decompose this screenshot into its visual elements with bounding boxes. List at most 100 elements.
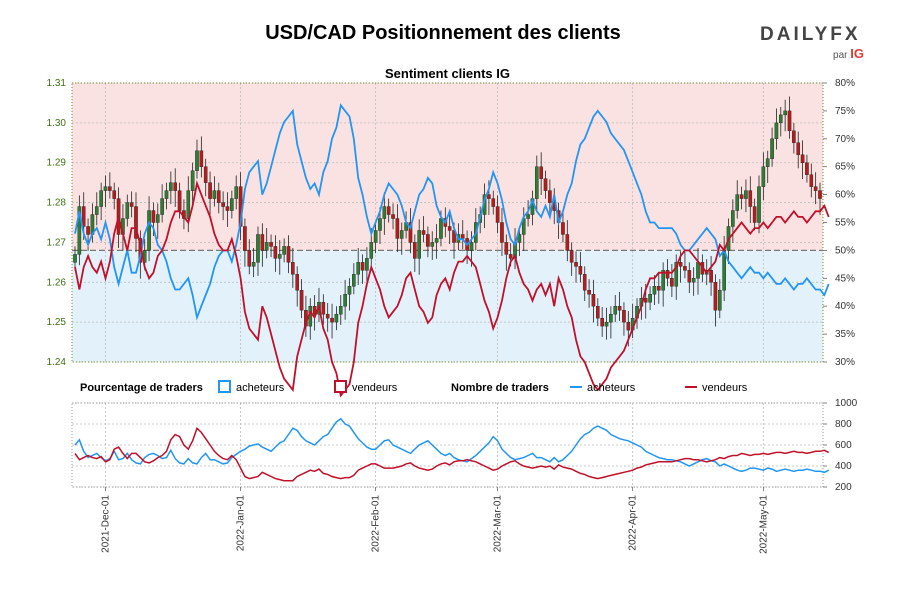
candle-body [86,226,90,235]
candle-body [582,274,587,291]
candle-body [129,202,134,207]
candle-body [225,206,230,211]
pct-tick-label: 45% [835,273,855,284]
candle-body [665,270,670,279]
candle-body [203,166,208,183]
pct-tick-label: 40% [835,301,855,312]
candle-body [491,198,496,207]
candle-body [391,214,395,219]
pct-tick-label: 35% [835,329,855,340]
candle-body [434,238,439,243]
legend-pct-buyers: acheteurs [236,382,285,394]
count-plot-frame [71,402,824,488]
price-tick-label: 1.28 [47,198,67,209]
candle-body [548,190,552,203]
candle-body [487,194,491,199]
subtitle: Sentiment clients IG [385,66,510,81]
candle-body [574,262,578,267]
candle-body [195,150,199,171]
candle-body [256,234,260,263]
candle-body [722,250,726,291]
candle-body [713,282,718,311]
candle-body [386,206,391,215]
candle-body [735,194,740,211]
candle-body [369,242,374,259]
candle-body [125,202,130,219]
candle-body [535,166,539,199]
candle-body [687,270,692,283]
candle-body [208,182,212,199]
candle-body [508,254,513,259]
candle-body [286,246,291,263]
candle-body [160,198,164,215]
brand-by: par IG [833,46,864,61]
candle-body [796,142,801,155]
candle-body [312,306,317,315]
candle-body [94,206,99,215]
count-line-vendeurs [74,426,830,482]
x-tick-label: 2022-Feb-01 [371,495,382,553]
candle-body [343,294,347,307]
candle-body [818,190,822,199]
price-tick-label: 1.24 [47,357,67,368]
legend-pct-buyers-swatch [218,380,231,393]
candle-body [421,230,426,235]
candle-body [260,234,265,251]
pct-tick-label: 80% [835,78,855,89]
legend-count-buyers: acheteurs [587,382,636,394]
candle-body [674,262,679,287]
candle-body [247,250,252,267]
candle-body [77,206,82,255]
candle-body [569,250,574,263]
pct-tick-label: 30% [835,357,855,368]
candle-body [683,266,687,271]
price-tick-label: 1.29 [47,158,67,169]
candle-body [805,162,809,175]
candle-body [495,206,500,223]
candle-body [578,266,583,275]
candle-body [617,306,622,311]
candle-body [696,262,700,279]
candle-body [670,278,674,287]
candle-body [565,234,570,251]
candle-body [330,317,334,323]
candle-body [212,190,217,199]
count-tick-label: 800 [835,419,852,430]
candle-body [744,190,748,199]
candle-body [613,306,618,315]
candle-body [504,242,509,255]
candle-body [151,210,156,223]
candle-body [591,294,596,307]
candle-body [295,274,299,291]
candle-body [251,262,256,267]
candle-body [147,210,151,251]
x-tick-label: 2022-Apr-01 [628,495,639,551]
count-tick-label: 400 [835,461,852,472]
candle-body [691,278,696,283]
candle-body [460,234,465,239]
candle-body [378,218,382,231]
candle-body [600,317,604,327]
candle-body [426,234,430,247]
candle-body [561,222,565,235]
candle-body [186,190,191,219]
pct-tick-label: 50% [835,245,855,256]
candle-body [216,190,221,203]
count-tick-label: 600 [835,440,852,451]
candle-body [408,222,413,243]
candle-body [800,154,805,163]
count-tick-label: 1000 [835,398,858,409]
candle-body [430,242,435,247]
candle-body [334,313,339,323]
candle-body [177,190,182,211]
candle-body [352,274,356,287]
candle-body [596,306,600,319]
candle-body [770,138,774,159]
candle-body [169,182,173,191]
candle-body [382,206,387,219]
candle-body [173,182,178,191]
candle-body [661,270,665,291]
candle-body [395,218,400,239]
x-tick-label: 2021-Dec-01 [100,495,111,553]
